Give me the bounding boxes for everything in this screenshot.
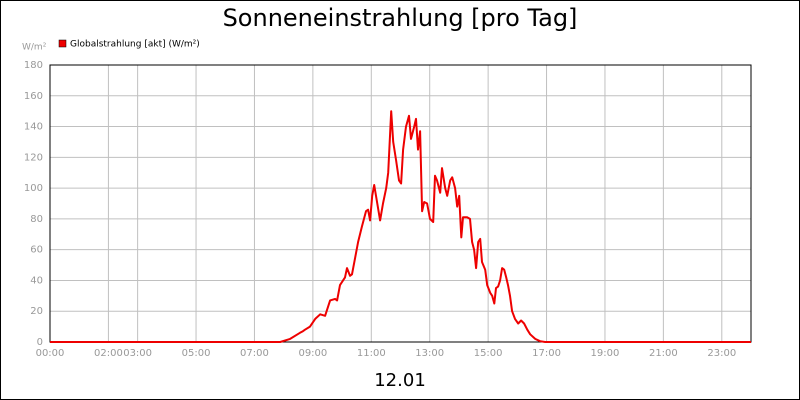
y-tick-label: 160 — [24, 91, 43, 102]
y-tick-label: 180 — [24, 60, 43, 71]
y-tick-label: 0 — [37, 337, 43, 348]
y-tick-label: 120 — [24, 152, 43, 163]
x-tick-label: 17:00 — [532, 348, 561, 359]
y-tick-label: 140 — [24, 122, 43, 133]
x-tick-label: 02:00 — [94, 348, 123, 359]
x-tick-label: 13:00 — [415, 348, 444, 359]
legend-label: Globalstrahlung [akt] (W/m²) — [70, 40, 200, 50]
plot-area — [50, 65, 751, 342]
x-tick-label: 23:00 — [707, 348, 736, 359]
x-tick-label: 07:00 — [240, 348, 269, 359]
y-tick-label: 20 — [30, 306, 43, 317]
plot-border — [49, 64, 752, 343]
y-axis-label: W/m² — [22, 43, 47, 53]
legend-swatch — [58, 39, 67, 48]
x-tick-label: 09:00 — [298, 348, 327, 359]
y-tick-label: 60 — [30, 245, 43, 256]
x-tick-label: 15:00 — [474, 348, 503, 359]
x-tick-label: 11:00 — [357, 348, 386, 359]
x-tick-label: 21:00 — [649, 348, 678, 359]
y-tick-label: 100 — [24, 183, 43, 194]
x-tick-label: 03:00 — [123, 348, 152, 359]
x-axis-label: 12.01 — [374, 370, 426, 391]
y-tick-label: 80 — [30, 214, 43, 225]
x-tick-label: 05:00 — [182, 348, 211, 359]
data-line — [50, 110, 751, 343]
x-tick-label: 00:00 — [36, 348, 65, 359]
y-tick-label: 40 — [30, 275, 43, 286]
x-tick-label: 19:00 — [591, 348, 620, 359]
chart-title: Sonneneinstrahlung [pro Tag] — [223, 4, 578, 32]
